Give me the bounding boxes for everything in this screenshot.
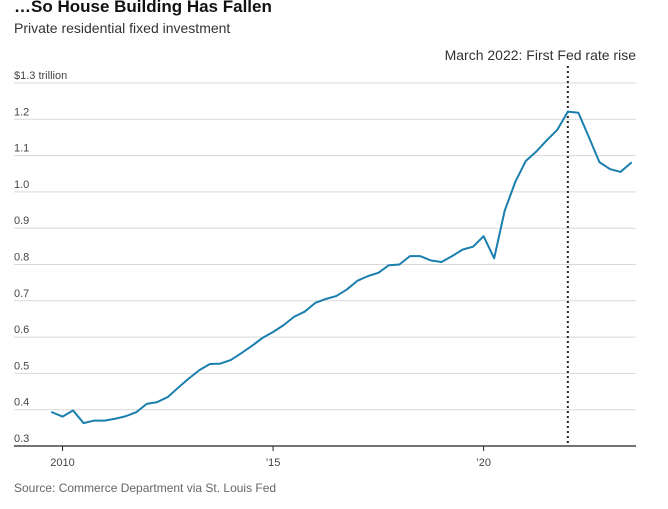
data-point xyxy=(388,264,390,266)
y-tick-label: 0.7 xyxy=(14,288,29,300)
y-tick-label: 0.4 xyxy=(14,397,29,409)
data-point xyxy=(398,264,400,266)
data-point xyxy=(209,363,211,365)
y-tick-label: 1.1 xyxy=(14,143,29,155)
y-tick-label: 0.9 xyxy=(14,215,29,227)
y-tick-label: $1.3 trillion xyxy=(14,70,67,82)
data-point xyxy=(567,111,569,113)
data-point xyxy=(609,168,611,170)
x-tick-label: ’20 xyxy=(476,457,491,469)
residential-investment-line xyxy=(51,110,632,425)
data-point xyxy=(483,235,485,237)
data-point xyxy=(283,324,285,326)
data-point xyxy=(156,401,158,403)
data-point xyxy=(535,151,537,153)
data-point xyxy=(72,409,74,411)
data-point xyxy=(304,311,306,313)
data-point xyxy=(146,403,148,405)
data-point xyxy=(177,387,179,389)
data-point xyxy=(556,129,558,131)
data-point xyxy=(419,255,421,257)
data-point xyxy=(504,210,506,212)
x-axis: 2010 ’15 ’20 xyxy=(14,445,636,469)
x-tick-label: 2010 xyxy=(50,457,74,469)
data-point xyxy=(293,316,295,318)
data-point xyxy=(188,377,190,379)
series-layer xyxy=(51,110,632,425)
x-tick-label: ’15 xyxy=(266,457,281,469)
data-point xyxy=(135,411,137,413)
data-point xyxy=(441,261,443,263)
data-point xyxy=(240,352,242,354)
data-point xyxy=(451,255,453,257)
y-tick-label: 0.6 xyxy=(14,324,29,336)
data-point xyxy=(335,295,337,297)
data-point xyxy=(514,181,516,183)
chart-title: …So House Building Has Fallen xyxy=(14,0,272,16)
data-point xyxy=(314,302,316,304)
data-point xyxy=(472,246,474,248)
rate-rise-annotation: March 2022: First Fed rate rise xyxy=(445,47,637,446)
data-point xyxy=(377,272,379,274)
data-point xyxy=(51,411,53,413)
data-point xyxy=(104,420,106,422)
data-point xyxy=(262,337,264,339)
data-point xyxy=(598,161,600,163)
y-tick-label: 1.0 xyxy=(14,179,29,191)
data-point xyxy=(272,331,274,333)
data-point xyxy=(630,162,632,164)
data-point xyxy=(356,280,358,282)
chart-subtitle: Private residential fixed investment xyxy=(14,20,231,36)
data-point xyxy=(525,160,527,162)
y-tick-label: 0.5 xyxy=(14,360,29,372)
rate-rise-annotation-label: March 2022: First Fed rate rise xyxy=(445,47,637,63)
gridlines xyxy=(14,82,636,411)
data-point xyxy=(546,139,548,141)
y-tick-label: 1.2 xyxy=(14,106,29,118)
data-point xyxy=(462,249,464,251)
data-point xyxy=(93,420,95,422)
data-point xyxy=(114,418,116,420)
y-tick-label: 0.8 xyxy=(14,252,29,264)
data-point xyxy=(577,112,579,114)
data-point xyxy=(346,289,348,291)
data-point xyxy=(219,363,221,365)
data-point xyxy=(83,422,85,424)
data-point xyxy=(493,257,495,259)
data-point xyxy=(125,415,127,417)
data-point xyxy=(409,255,411,257)
data-point xyxy=(167,396,169,398)
data-point xyxy=(62,416,64,418)
data-point xyxy=(430,260,432,262)
data-point xyxy=(251,345,253,347)
data-point xyxy=(325,298,327,300)
data-point xyxy=(367,275,369,277)
data-point xyxy=(230,359,232,361)
source-note: Source: Commerce Department via St. Loui… xyxy=(14,481,277,495)
data-point xyxy=(588,136,590,138)
y-axis-tick-labels: $1.3 trillion 1.2 1.1 1.0 0.9 0.8 0.7 0.6 0.5 0.4… xyxy=(14,70,67,445)
data-point xyxy=(619,171,621,173)
y-tick-label: 0.3 xyxy=(14,433,29,445)
data-point xyxy=(198,369,200,371)
